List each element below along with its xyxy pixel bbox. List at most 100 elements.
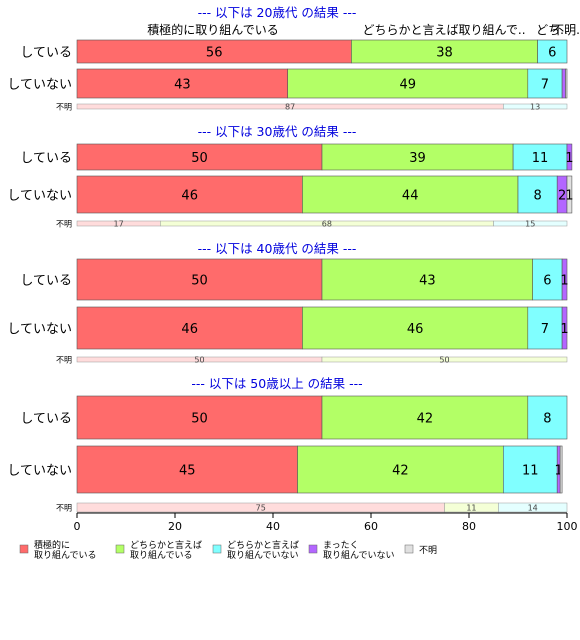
data-label: 7 bbox=[541, 78, 549, 93]
x-tick-label: 0 bbox=[74, 520, 81, 533]
bar-segment bbox=[565, 68, 568, 99]
legend-label: 不明 bbox=[419, 545, 437, 556]
x-tick-label: 100 bbox=[557, 520, 578, 533]
bar-segment bbox=[302, 306, 529, 350]
bar-segment bbox=[76, 258, 323, 301]
bar-segment bbox=[561, 258, 568, 301]
bar-segment bbox=[532, 258, 563, 301]
data-label: 7 bbox=[541, 322, 549, 337]
unknown-data-label: 50 bbox=[194, 356, 204, 365]
x-tick-label: 20 bbox=[168, 520, 182, 533]
data-label: 46 bbox=[407, 322, 424, 337]
bar-segment bbox=[321, 395, 529, 440]
data-label: 46 bbox=[181, 322, 198, 337]
panel-title: --- 以下は 30歳代 の結果 --- bbox=[198, 124, 357, 139]
legend-swatch bbox=[212, 544, 222, 554]
data-label: 50 bbox=[191, 412, 208, 427]
x-tick-label: 40 bbox=[266, 520, 280, 533]
row-label: している bbox=[20, 46, 72, 61]
bar-segment bbox=[76, 68, 288, 99]
legend-swatch bbox=[19, 544, 29, 554]
unknown-segment bbox=[503, 103, 568, 110]
data-label: 8 bbox=[543, 412, 551, 427]
data-label: 44 bbox=[402, 189, 419, 204]
bar-segment bbox=[287, 68, 529, 99]
data-label: 1 bbox=[565, 151, 573, 166]
data-label: 43 bbox=[174, 78, 191, 93]
panel-title: --- 以下は 50歳以上 の結果 --- bbox=[191, 376, 362, 391]
unknown-data-label: 11 bbox=[466, 504, 476, 513]
unknown-data-label: 50 bbox=[439, 356, 449, 365]
top-category-label: どち.. bbox=[536, 23, 568, 37]
data-label: 11 bbox=[532, 151, 549, 166]
bar-segment bbox=[527, 395, 568, 440]
data-label: 38 bbox=[436, 46, 453, 61]
data-label: 6 bbox=[543, 274, 551, 289]
data-label: 1 bbox=[560, 274, 568, 289]
row-label: していない bbox=[7, 78, 72, 93]
legend-label: どちらかと言えば bbox=[130, 539, 202, 551]
data-label: 42 bbox=[392, 464, 409, 479]
bar-segment bbox=[527, 306, 563, 350]
data-label: 2 bbox=[558, 189, 566, 204]
bar-segment bbox=[76, 306, 303, 350]
panel-title: --- 以下は 20歳代 の結果 --- bbox=[198, 5, 357, 20]
unknown-row-label: 不明 bbox=[56, 103, 72, 112]
bar-segment bbox=[76, 175, 303, 214]
bar-segment bbox=[559, 445, 563, 494]
bar-segment bbox=[566, 143, 573, 171]
unknown-row-label: 不明 bbox=[56, 356, 72, 365]
bar-segment bbox=[302, 175, 519, 214]
data-label: 45 bbox=[179, 464, 196, 479]
data-label: 1 bbox=[555, 464, 563, 479]
bar-segment bbox=[566, 175, 573, 214]
data-label: 6 bbox=[548, 46, 556, 61]
top-category-label: 積極的に取り組んでいる bbox=[147, 22, 278, 37]
data-label: 43 bbox=[419, 274, 436, 289]
row-label: していない bbox=[7, 322, 72, 337]
data-label: 46 bbox=[181, 189, 198, 204]
row-label: している bbox=[20, 412, 72, 427]
data-label: 42 bbox=[417, 412, 434, 427]
legend-swatch bbox=[308, 544, 318, 554]
legend-label: 取り組んでいる bbox=[34, 549, 97, 561]
legend-label: まったく bbox=[323, 540, 359, 551]
legend-label: 取り組んでいる bbox=[130, 549, 193, 561]
data-label: 1 bbox=[560, 322, 568, 337]
data-label: 8 bbox=[533, 189, 541, 204]
row-label: していない bbox=[7, 464, 72, 479]
bar-segment bbox=[502, 445, 558, 494]
legend-label: 積極的に bbox=[34, 539, 70, 551]
data-label: 50 bbox=[191, 274, 208, 289]
data-label: 1 bbox=[565, 189, 573, 204]
data-label: 11 bbox=[522, 464, 539, 479]
bar-segment bbox=[517, 175, 558, 214]
unknown-data-label: 15 bbox=[525, 220, 535, 229]
row-label: していない bbox=[7, 189, 72, 204]
panel-title: --- 以下は 40歳代 の結果 --- bbox=[198, 241, 357, 256]
bar-segment bbox=[297, 445, 504, 494]
unknown-data-label: 14 bbox=[528, 504, 538, 513]
data-label: 49 bbox=[399, 78, 416, 93]
unknown-data-label: 13 bbox=[530, 103, 540, 112]
bar-segment bbox=[321, 258, 533, 301]
bar-segment bbox=[76, 445, 298, 494]
unknown-data-label: 75 bbox=[256, 504, 266, 513]
data-label: 56 bbox=[206, 46, 223, 61]
unknown-row-label: 不明 bbox=[56, 504, 72, 513]
bar-segment bbox=[561, 306, 568, 350]
unknown-data-label: 68 bbox=[322, 220, 332, 229]
row-label: している bbox=[20, 151, 72, 166]
legend-label: どちらかと言えば bbox=[227, 539, 299, 551]
unknown-data-label: 87 bbox=[285, 103, 295, 112]
legend-label: 取り組んでいない bbox=[323, 549, 395, 561]
unknown-data-label: 17 bbox=[114, 220, 124, 229]
unknown-segment bbox=[321, 356, 568, 363]
bar-segment bbox=[76, 395, 323, 440]
legend-label: 取り組んでいない bbox=[227, 549, 299, 561]
bar-segment bbox=[537, 39, 568, 64]
unknown-segment bbox=[498, 502, 568, 513]
legend-swatch bbox=[404, 544, 414, 554]
top-category-label: 不明. bbox=[552, 23, 580, 37]
